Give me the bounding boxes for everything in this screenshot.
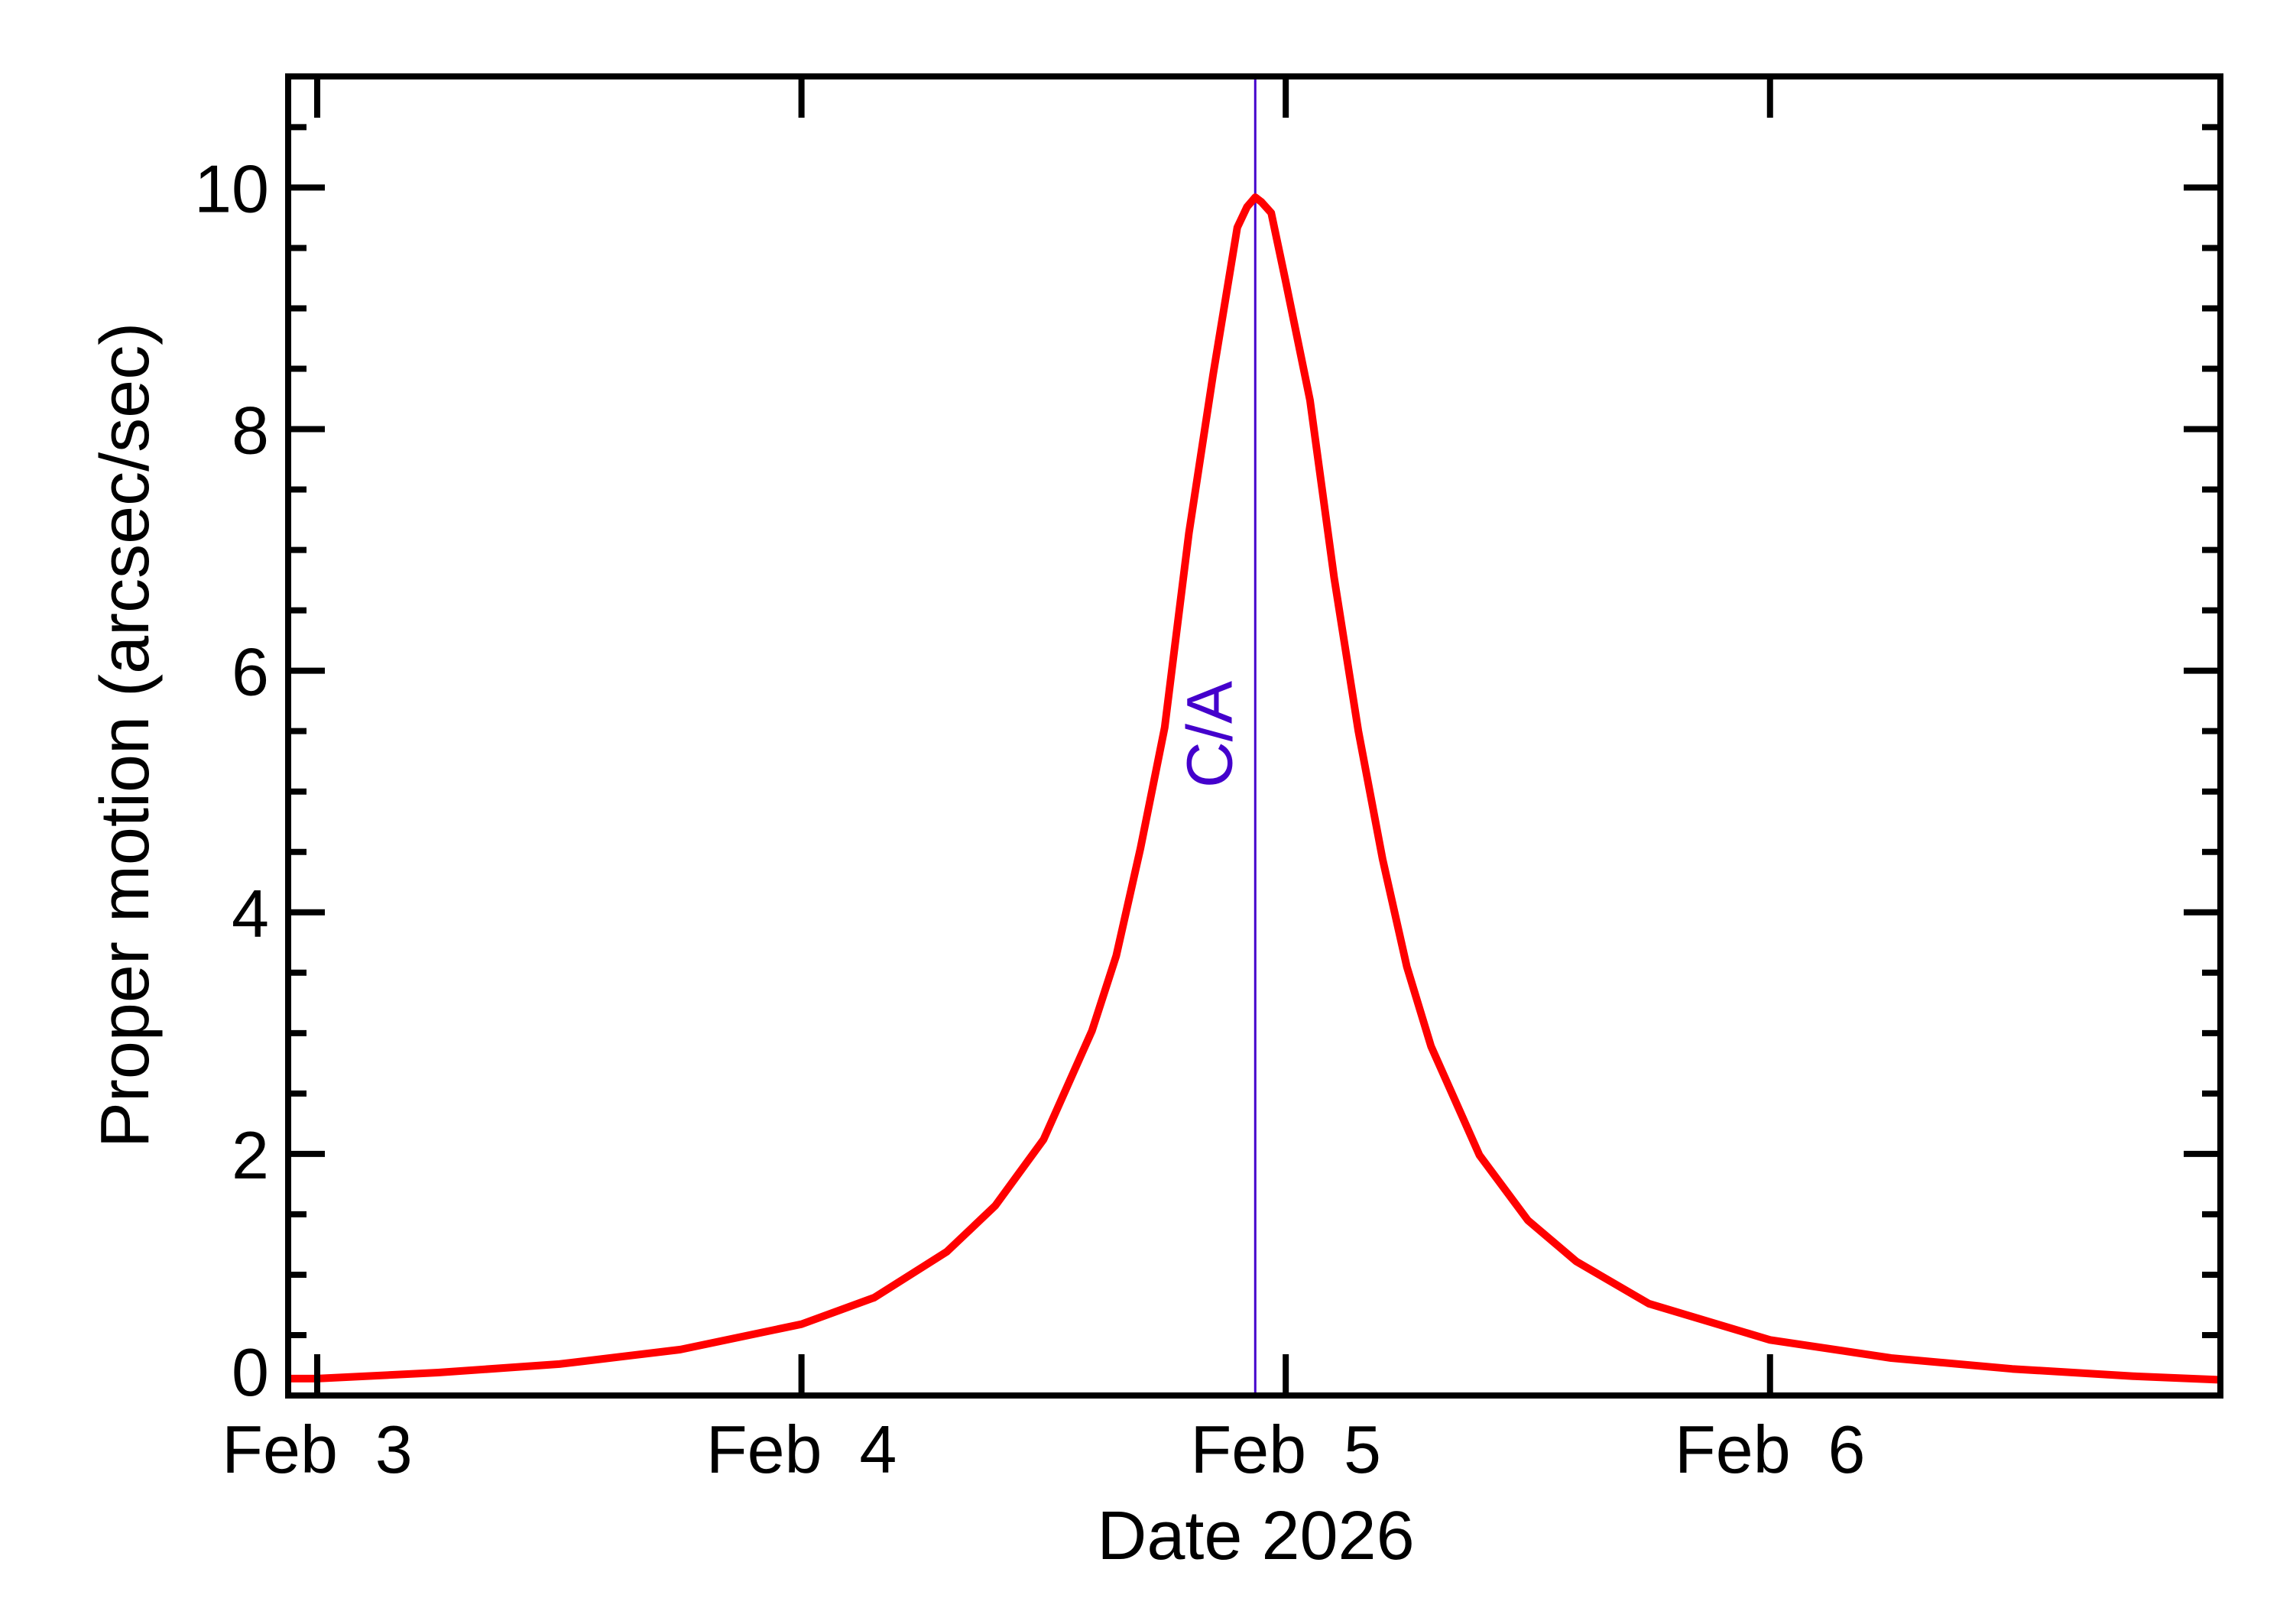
x-axis-title: Date 2026 bbox=[1097, 1498, 1414, 1574]
x-axis-tick-labels: Feb 3 Feb 4 Feb 5 Feb 6 bbox=[222, 1412, 1865, 1487]
y-tick-label: 4 bbox=[232, 876, 269, 951]
y-axis-title: Proper motion (arcsec/sec) bbox=[87, 323, 164, 1148]
y-tick-label: 0 bbox=[232, 1334, 269, 1410]
proper-motion-curve bbox=[288, 193, 2221, 1384]
closest-approach-label: C/A bbox=[1173, 681, 1245, 788]
x-tick-label: Feb 5 bbox=[1190, 1412, 1380, 1487]
y-tick-label: 6 bbox=[232, 634, 269, 710]
y-tick-label: 2 bbox=[232, 1117, 269, 1193]
y-tick-label: 10 bbox=[194, 151, 269, 226]
y-tick-label: 8 bbox=[232, 393, 269, 468]
closest-approach-marker: C/A bbox=[1173, 76, 1257, 1395]
x-tick-label: Feb 6 bbox=[1675, 1412, 1865, 1487]
x-tick-label: Feb 3 bbox=[222, 1412, 412, 1487]
y-axis-tick-labels: 0 2 4 6 8 10 bbox=[194, 151, 269, 1410]
x-tick-label: Feb 4 bbox=[706, 1412, 897, 1487]
plot-frame bbox=[285, 73, 2223, 1399]
